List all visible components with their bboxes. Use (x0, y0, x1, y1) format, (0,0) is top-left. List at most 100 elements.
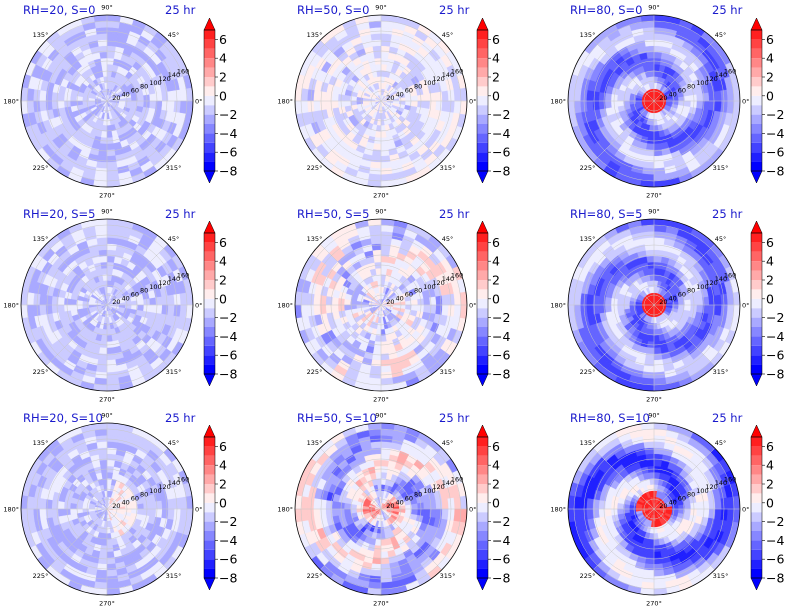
radial-tick-label: 40 (122, 294, 130, 302)
field-cell (94, 224, 108, 233)
field-cell (179, 100, 188, 114)
field-cell (149, 100, 157, 109)
colorbar-segment (751, 124, 762, 134)
field-cell (124, 508, 132, 514)
panel-time-label: 25 hr (712, 3, 743, 17)
colorbar-extend-bottom (476, 373, 489, 387)
colorbar-tick-label: 6 (219, 32, 227, 47)
field-cell (696, 93, 704, 102)
field-cell (106, 63, 114, 71)
radial-tick-label: 80 (140, 83, 148, 91)
field-cell (370, 569, 382, 577)
angle-tick-label: 135° (33, 235, 49, 243)
field-cell (592, 100, 600, 111)
radial-tick-label: 40 (669, 90, 677, 98)
field-cell (647, 335, 655, 343)
field-cell (573, 88, 582, 102)
field-cell (161, 100, 169, 111)
field-cell (653, 224, 667, 233)
field-cell (641, 173, 655, 182)
field-cell (629, 96, 637, 102)
field-cell (124, 100, 132, 106)
field-cell (453, 88, 462, 102)
radial-tick-label: 40 (122, 90, 130, 98)
field-cell (106, 255, 115, 263)
field-cell (708, 295, 716, 306)
grid-spoke (46, 244, 108, 306)
field-cell (45, 499, 53, 510)
grid-spoke (106, 100, 168, 162)
colorbar-segment (204, 261, 215, 271)
colorbar-segment (751, 105, 762, 115)
angle-tick-label: 90° (375, 208, 387, 216)
angle-tick-label: 0° (469, 98, 476, 106)
colorbar-tick-label: 6 (219, 235, 227, 250)
field-cell (373, 143, 382, 151)
colorbar-tick-label: 4 (766, 51, 774, 66)
colorbar-tick-label: 0 (492, 88, 500, 103)
field-cell (106, 33, 118, 41)
grid-spoke (46, 40, 108, 102)
field-cell (380, 377, 394, 386)
field-cell (380, 76, 386, 84)
field-cell (671, 100, 679, 106)
field-cell (380, 447, 391, 455)
field-cell (644, 243, 655, 251)
colorbar-segment (477, 77, 488, 87)
colorbar-tick-label: −4 (492, 329, 510, 344)
field-cell (380, 243, 391, 251)
field-cell (435, 304, 443, 315)
angle-tick-label: 270° (99, 192, 115, 200)
field-cell (106, 224, 120, 233)
field-cell (453, 292, 462, 306)
radial-tick-label: 20 (659, 94, 667, 102)
colorbar-extend-bottom (750, 170, 763, 184)
colorbar-segment (751, 308, 762, 318)
field-cell (106, 143, 115, 151)
field-cell (643, 237, 655, 245)
field-cell (714, 294, 722, 306)
angle-tick-label: 315° (166, 572, 182, 580)
colorbar-segment (751, 77, 762, 87)
field-cell (380, 143, 389, 151)
field-cell (380, 255, 389, 263)
field-cell (137, 508, 145, 516)
polar-frame (20, 422, 194, 596)
field-cell (319, 100, 327, 111)
radial-tick-label: 60 (405, 87, 413, 95)
colorbar-segment (751, 95, 762, 106)
colorbar-segment (204, 355, 215, 365)
colorbar-segment (204, 77, 215, 87)
colorbar-segment (204, 39, 215, 49)
grid-spoke (593, 100, 655, 162)
panel-title: RH=20, S=10 (23, 411, 103, 425)
grid-spoke (653, 40, 715, 102)
colorbar-tick-label: 0 (492, 291, 500, 306)
field-cell (97, 359, 108, 367)
field-cell (653, 267, 661, 275)
colorbar-segment (204, 67, 215, 77)
angle-tick-label: 45° (442, 235, 454, 243)
field-cell (696, 297, 704, 306)
field-cell (99, 551, 108, 559)
field-cell (653, 155, 664, 163)
field-cell (106, 377, 120, 386)
field-cell (368, 224, 382, 233)
field-cell (629, 300, 637, 306)
panel-title: RH=50, S=5 (297, 207, 369, 221)
field-cell (94, 377, 108, 386)
field-cell (161, 91, 169, 102)
grid-spoke (320, 100, 382, 162)
radial-tick-label: 60 (131, 291, 139, 299)
colorbar-segment (477, 289, 488, 299)
colorbar-segment (204, 242, 215, 252)
colorbar-segment (751, 233, 762, 243)
angle-tick-label: 90° (648, 4, 660, 12)
radial-tick-label: 80 (140, 287, 148, 295)
colorbar-segment (477, 58, 488, 68)
field-cell (106, 39, 117, 47)
field-cell (646, 255, 655, 263)
radial-tick-label: 160 (177, 67, 189, 75)
colorbar-segment (477, 270, 488, 280)
